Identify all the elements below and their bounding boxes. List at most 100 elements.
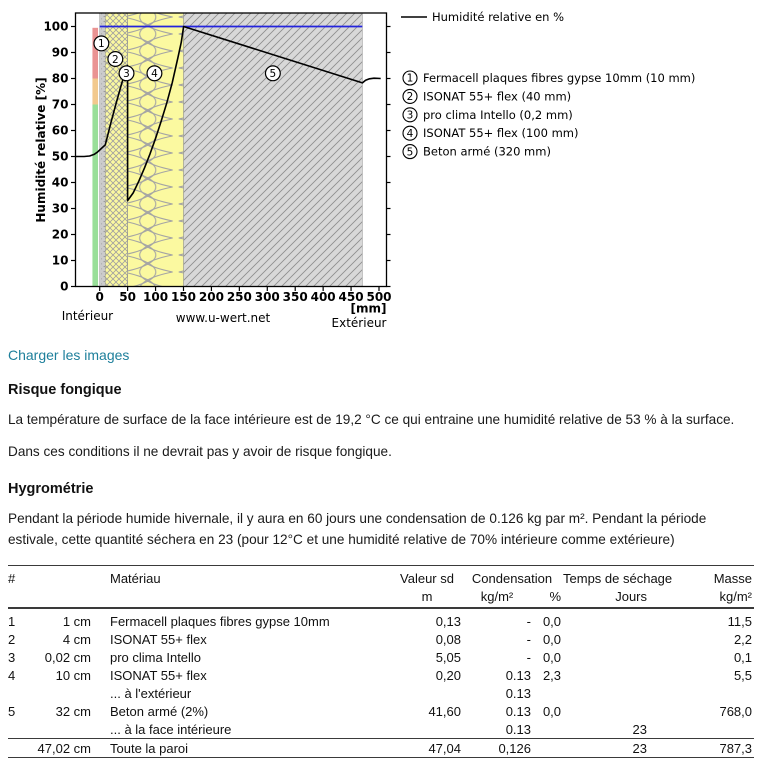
label-exterieur: Extérieur [332,316,387,330]
cell-num [8,684,36,702]
humidity-scale-risk [92,27,99,79]
cell-drying [563,630,663,648]
cell-cond_kg: - [526,631,531,647]
cell-cond_kg: 0,126 [463,738,533,758]
cell-cond_pct [533,684,563,702]
cell-material: Toute la paroi [93,738,393,758]
svg-text:3: 3 [407,110,414,122]
cell-cond_kg: - [526,649,531,665]
cell-cond_pct: 0,0 [542,703,562,719]
unit-mass: kg/m² [663,587,755,609]
cell-cond_pct: 0,0 [542,613,562,629]
cell-thickness: 4 cm [62,631,91,647]
cell-cond_pct: 2,3 [542,667,562,683]
section-title-risque-fongique: Risque fongique [8,382,122,398]
col-header-mass: Masse [713,570,753,586]
cell-drying [563,608,663,630]
legend-marker-4 [402,125,418,141]
svg-text:4: 4 [151,68,158,80]
cell-mass [663,720,754,739]
svg-text:2: 2 [112,54,119,66]
cell-thickness: 10 cm [55,667,91,683]
legend-layer-label-3: pro clima Intello (0,2 mm) [423,108,573,122]
layer-marker-5 [264,65,281,82]
hygro-paragraph: Pendant la période humide hivernale, il … [8,511,707,547]
cell-thickness: 0,02 cm [44,649,91,665]
legend-marker-2 [402,88,418,104]
humidity-curve [75,25,381,202]
unit-cond-kg: kg/m² [463,587,533,609]
cell-sd [393,684,463,702]
table-row: 2 4 cm ISONAT 55+ flex 0,08 -0,0 2,2 [8,630,754,648]
cell-material: ... à l'extérieur [110,685,192,701]
cell-mass: 11,5 [727,613,753,629]
x-tick-label: 400 [311,290,336,304]
table-row: 1 1 cm Fermacell plaques fibres gypse 10mm… [8,608,754,630]
x-tick-label: 500 [366,290,391,304]
y-tick-label: 90 [52,46,69,60]
col-header-thickness [36,566,93,588]
cell-thickness: 1 cm [62,613,91,629]
table-row: 3 0,02 cm pro clima Intello 5,05 -0,0 0,1 [8,648,754,666]
unit-sd: m [393,587,463,609]
condensation-table: # Matériau Valeur sd Condensation Temps … [8,565,755,758]
y-tick-label: 10 [52,254,69,268]
cell-drying [563,684,663,702]
load-images-link[interactable]: Charger les images [8,347,130,363]
table-row: 4 10 cm ISONAT 55+ flex 0,20 0.13 2,3 5,5 [8,666,754,684]
cell-material: ... à la face intérieure [110,721,232,737]
risque-paragraph-1: La température de surface de la face int… [8,412,735,427]
plot-frame [74,12,388,288]
cell-num: 1 [8,613,16,629]
svg-text:3: 3 [123,68,130,80]
cell-cond_kg: 0.13 [505,721,531,737]
svg-text:5: 5 [407,146,414,158]
col-header-num: # [8,570,16,586]
legend-series-label: Humidité relative en % [432,10,564,24]
y-tick-label: 40 [52,176,69,190]
svg-text:4: 4 [407,128,414,140]
cell-mass: 787,3 [663,738,755,758]
x-tick-label: 100 [143,290,168,304]
x-tick-label: 250 [227,290,252,304]
y-tick-label: 80 [52,72,69,86]
cell-thickness [36,684,93,702]
x-tick-label: 150 [171,290,196,304]
x-tick-label: 50 [119,290,136,304]
cell-material: pro clima Intello [110,649,202,665]
cell-cond_pct [533,738,564,758]
svg-text:1: 1 [407,73,414,85]
cell-sd: 0,08 [435,631,461,647]
cell-mass: 768,0 [719,703,753,719]
legend-layer-label-2: ISONAT 55+ flex (40 mm) [423,89,571,103]
y-tick-label: 30 [52,202,69,216]
cell-material: Beton armé (2%) [110,703,209,719]
cell-num: 5 [8,703,16,719]
legend-marker-1 [402,70,418,86]
col-header-condensation: Condensation [471,570,553,586]
x-tick-label: 450 [339,290,364,304]
cell-drying: 23 [632,721,648,737]
humidity-chart: 0 50 100 150 200 250 300 350 400 450 5000102030405… [34,10,695,330]
cell-sd: 0,13 [435,613,461,629]
humidity-scale-warning [92,78,99,105]
table-row: ... à la face intérieure 0.13 23 [8,720,754,739]
cell-thickness [36,720,93,739]
y-tick-label: 0 [60,280,68,294]
section-title-hygrometrie: Hygrométrie [8,481,94,497]
legend-layer-label-5: Beton armé (320 mm) [423,145,551,159]
cell-sd: 47,04 [393,738,463,758]
cell-cond_kg: 0.13 [505,667,531,683]
humidity-chart-figure: 0 50 100 150 200 250 300 350 400 450 500 0 10 20 30 40 5… [8,0,762,335]
cell-cond_pct: 0,0 [542,649,562,665]
table-row: 5 32 cm Beton armé (2%) 41,60 0.13 0,0 768,0 [8,702,754,720]
table-row: ... à l'extérieur 0.13 [8,684,754,702]
x-tick-label: 0 [96,290,104,304]
cell-drying [563,666,663,684]
y-axis-label: Humidité relative [%] [34,77,48,222]
cell-cond_pct [533,720,563,739]
cell-cond_kg: 0.13 [505,685,531,701]
x-axis-unit: [mm] [351,302,387,316]
cell-cond_kg: 0.13 [505,703,531,719]
